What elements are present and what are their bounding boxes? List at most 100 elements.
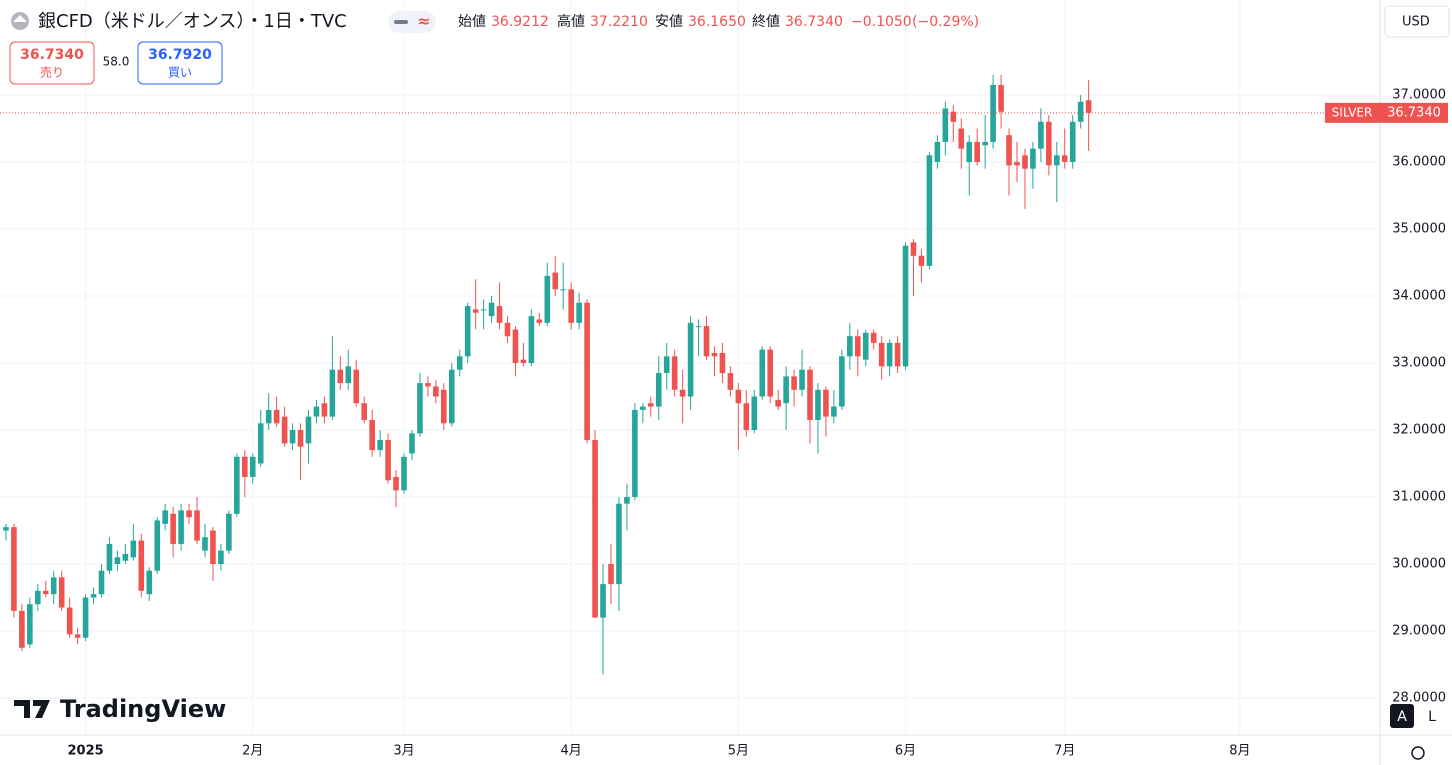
candle-body [886,342,893,367]
candle-body [496,306,503,323]
candle-body [409,433,415,454]
candle-body [241,456,248,477]
candle-body [361,403,368,420]
candle-body [488,302,495,317]
candle-body [226,513,232,551]
candle-body [600,584,606,618]
candle-body [202,537,208,551]
candle-body [1046,121,1052,166]
candle-body [703,326,710,357]
candle-body [3,527,9,531]
price-tag-label: 36.7340 [1387,105,1441,120]
candle-body [329,369,336,417]
currency-label: USD [1402,15,1430,30]
readout-name: 安値 [655,14,683,30]
candle-body [74,634,81,638]
readout-value: 36.9212 [491,14,549,30]
candle-body [425,383,431,387]
toggle-icon: ≈ [417,12,430,31]
watermark: TradingView [60,695,226,723]
candle-body [934,141,941,163]
candle-body [114,557,121,565]
candle-body [401,456,407,491]
y-tick-label: 34.0000 [1392,289,1446,304]
x-tick-label: 2025 [67,744,103,759]
candle-body [281,416,288,444]
x-tick-label: 8月 [1229,744,1250,759]
candle-body [663,356,670,374]
candle-body [377,440,383,451]
candle-body [528,316,535,364]
candle-body [552,272,559,290]
candles [3,74,1092,675]
candle-body [815,389,821,420]
change: −0.1050 [851,14,912,30]
candle-body [210,530,216,565]
candle-body [393,476,399,491]
candle-body [958,128,965,149]
candle-body [265,409,272,424]
candle-body [544,275,551,323]
settings-icon[interactable] [1411,746,1425,760]
candle-body [584,302,590,441]
candle-body [1006,135,1012,166]
toggle-icon [394,20,408,24]
buy-button[interactable] [137,41,223,85]
sell-button[interactable] [9,41,95,85]
candle-body [679,389,686,397]
candle-body [448,369,455,424]
price-tag [1380,102,1448,123]
candle-body [337,369,344,384]
candle-body [791,376,797,390]
readout-name: 終値 [752,14,780,30]
candle-body [1077,101,1084,122]
candle-body [194,510,200,541]
candle-body [640,406,646,410]
y-tick-label: 36.0000 [1392,155,1446,170]
candle-body [249,456,256,477]
scale-button[interactable] [1420,704,1444,728]
candle-body [353,369,360,404]
candle-body [1022,155,1028,169]
candle-body [831,406,837,417]
y-tick-label: 35.0000 [1392,222,1446,237]
buy-price: 36.7920 [148,47,212,63]
candle-body [608,564,614,585]
candle-body [417,383,423,434]
candle-body [576,302,582,323]
y-tick-label: 29.0000 [1392,624,1446,639]
symbol-icon [13,15,27,22]
candle-body [138,540,145,591]
candle-body [1014,162,1020,166]
y-tick-label: 31.0000 [1392,490,1446,505]
buy-label: 買い [168,66,192,80]
candle-body [472,309,479,313]
candle-body [775,399,781,407]
candle-body [1069,121,1076,163]
x-tick-label: 2月 [242,744,263,759]
logo-icon [14,700,50,718]
candle-body [839,356,845,407]
candle-body [234,456,240,514]
candle-body [130,540,137,558]
candle-body [50,577,57,595]
toggle[interactable] [388,11,436,33]
candle-body [719,352,726,374]
candle-body [90,594,97,598]
candle-body [632,409,638,498]
candle-body [19,610,25,648]
candle-body [297,430,304,447]
readout-value: 36.7340 [785,14,843,30]
candle-body [154,520,161,571]
candle-body [894,342,901,367]
currency-button[interactable] [1384,5,1450,38]
candle-body [162,510,168,524]
candle-body [966,141,973,163]
sell-label: 売り [40,65,64,80]
scale-button-label: L [1428,709,1436,725]
candle-body [1038,121,1044,149]
scale-button[interactable] [1390,704,1414,728]
candle-body [520,359,527,364]
